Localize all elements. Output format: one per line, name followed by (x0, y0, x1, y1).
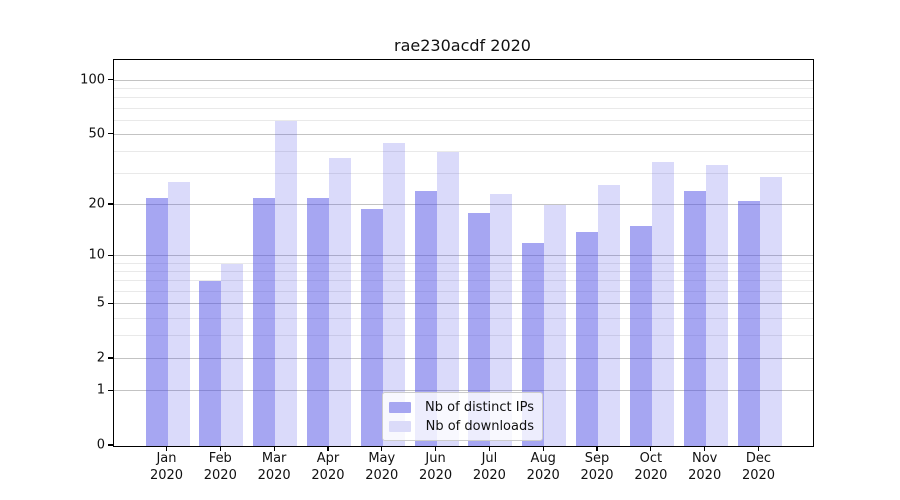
y-tick-mark (108, 133, 113, 135)
y-tick-label: 2 (96, 350, 105, 366)
bar-distinct-ips-nov (683, 191, 706, 446)
bar-downloads-apr (328, 158, 351, 446)
legend-item-distinct-ips: Nb of distinct IPs (389, 398, 534, 416)
gridline-major (114, 203, 813, 205)
y-tick-mark (108, 444, 113, 446)
y-tick-label: 100 (80, 72, 105, 88)
bar-downloads-mar (275, 120, 298, 446)
gridline-minor (114, 271, 813, 273)
y-tick-mark (108, 389, 113, 391)
y-tick-label: 50 (88, 126, 105, 142)
gridline-minor (114, 262, 813, 264)
bar-downloads-sep (598, 185, 621, 446)
bar-distinct-ips-feb (199, 281, 222, 446)
x-tick-mark (596, 446, 598, 451)
y-tick-mark (108, 78, 113, 81)
x-tick-label: Aug 2020 (526, 451, 560, 483)
bar-downloads-dec (759, 176, 782, 446)
plot-area: Nb of distinct IPs Nb of downloads (113, 59, 814, 447)
legend-item-downloads: Nb of downloads (389, 417, 534, 435)
legend: Nb of distinct IPs Nb of downloads (382, 392, 543, 441)
x-tick-mark (381, 446, 383, 451)
bars-layer (114, 60, 813, 446)
x-tick-label: Dec 2020 (741, 451, 776, 483)
x-tick-mark (488, 446, 490, 451)
bar-distinct-ips-may (360, 208, 383, 446)
gridline-minor (114, 97, 813, 99)
bar-downloads-oct (651, 162, 674, 446)
legend-label-downloads: Nb of downloads (425, 418, 534, 434)
legend-swatch-distinct-ips-icon (389, 401, 411, 413)
x-tick-label: Mar 2020 (257, 451, 291, 483)
bar-downloads-may (382, 142, 405, 446)
gridline-minor (114, 119, 813, 121)
gridline-major (114, 133, 813, 135)
y-tick-label: 1 (96, 382, 105, 398)
bar-distinct-ips-mar (253, 197, 276, 446)
bar-downloads-feb (221, 263, 244, 446)
y-tick-label: 10 (88, 247, 105, 263)
gridlines-layer (114, 60, 813, 446)
y-tick-mark (108, 357, 113, 359)
x-tick-mark (165, 446, 168, 451)
bar-downloads-jul (490, 194, 513, 446)
bar-distinct-ips-sep (576, 231, 599, 446)
x-tick-mark (327, 446, 329, 451)
y-tick-mark (108, 302, 113, 304)
gridline-minor (114, 335, 813, 337)
gridline-major (114, 358, 813, 360)
x-tick-mark (219, 446, 221, 451)
y-tick-label: 0 (96, 437, 105, 453)
x-tick-label: Oct 2020 (634, 451, 668, 483)
x-tick-label: May 2020 (365, 451, 399, 483)
x-tick-label: Jul 2020 (472, 451, 506, 483)
bar-distinct-ips-jul (468, 212, 491, 446)
bar-downloads-nov (705, 164, 728, 446)
gridline-minor (114, 290, 813, 292)
gridline-minor (114, 150, 813, 152)
gridline-minor (114, 280, 813, 282)
x-tick-mark (757, 446, 760, 451)
legend-swatch-downloads-icon (389, 420, 411, 432)
x-tick-label: Feb 2020 (203, 451, 237, 483)
chart-title: rae230acdf 2020 (394, 36, 531, 55)
bar-downloads-jun (436, 151, 459, 446)
bar-distinct-ips-apr (306, 197, 329, 446)
gridline-major (114, 255, 813, 257)
bar-distinct-ips-oct (629, 226, 652, 446)
gridline-minor (114, 107, 813, 109)
y-tick-label: 20 (88, 196, 105, 212)
gridline-minor (114, 317, 813, 319)
x-tick-mark (542, 446, 544, 451)
x-tick-mark (434, 446, 437, 451)
bar-downloads-jan (167, 182, 190, 446)
bar-distinct-ips-jan (145, 197, 168, 446)
y-tick-mark (108, 203, 113, 205)
bar-downloads-aug (544, 204, 567, 446)
gridline-major (114, 303, 813, 305)
bar-distinct-ips-dec (737, 201, 760, 446)
y-tick-mark (108, 254, 113, 256)
bar-distinct-ips-jun (414, 191, 437, 446)
gridline-minor (114, 87, 813, 89)
x-tick-label: Nov 2020 (688, 451, 722, 483)
legend-label-distinct-ips: Nb of distinct IPs (425, 399, 534, 415)
x-tick-label: Sep 2020 (580, 451, 614, 483)
gridline-major (114, 390, 813, 392)
x-tick-label: Jan 2020 (149, 451, 184, 483)
x-tick-label: Jun 2020 (419, 451, 453, 483)
gridline-major (114, 79, 813, 81)
x-tick-mark (273, 446, 275, 451)
y-tick-label: 5 (96, 295, 105, 311)
gridline-minor (114, 173, 813, 175)
x-tick-mark (704, 446, 706, 451)
x-tick-mark (650, 446, 652, 451)
x-tick-label: Apr 2020 (311, 451, 345, 483)
